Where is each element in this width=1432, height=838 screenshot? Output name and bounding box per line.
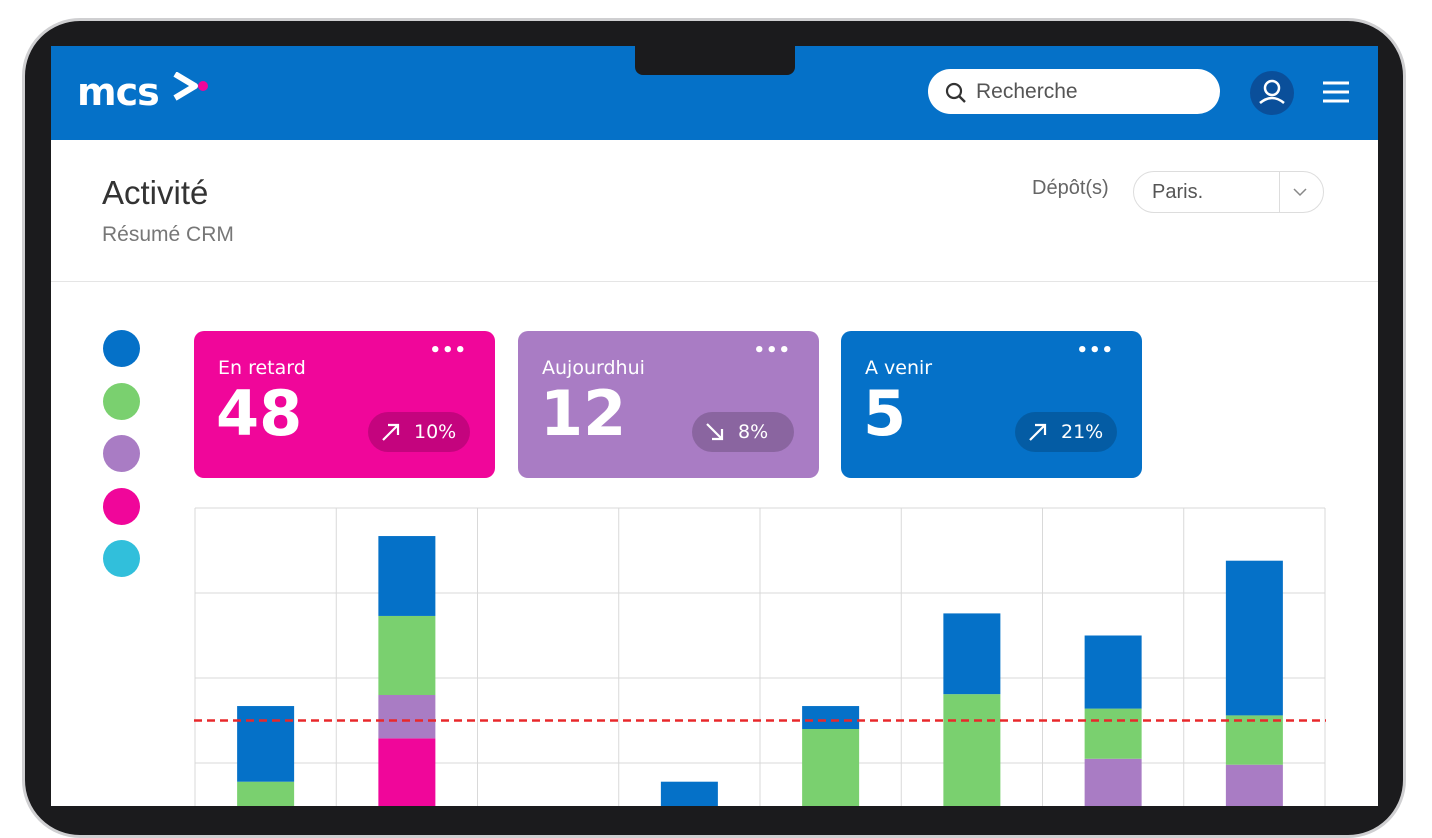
card-menu[interactable]: ••• [753, 340, 791, 361]
card-value: 48 [216, 377, 303, 450]
legend-swatch [103, 487, 140, 525]
bar-segment [378, 738, 436, 806]
page: mcs Recherche Activité Résumé CRM Dépôt(… [22, 18, 1406, 838]
trend-icon [706, 423, 724, 441]
trend-change: 8% [738, 421, 769, 443]
card-menu[interactable]: ••• [429, 340, 467, 361]
page-title: Activité [102, 174, 209, 211]
bar-segment [1225, 764, 1283, 806]
bar-segment [943, 613, 1001, 695]
camera-notch [635, 46, 795, 75]
bar-segment [1225, 560, 1283, 716]
bar-segment [378, 536, 436, 616]
stat-card: A venir 5 ••• 21% [841, 331, 1142, 478]
bar-segment [660, 781, 718, 806]
chevron [1293, 188, 1307, 197]
legend-swatch [103, 330, 140, 367]
search-box[interactable]: Recherche [928, 69, 1220, 114]
trend-pill: 21% [1015, 412, 1117, 452]
page-subtitle: Résumé CRM [102, 223, 234, 246]
trend-pill: 8% [692, 412, 794, 452]
stat-card: Aujourdhui 12 ••• 8% [518, 331, 819, 478]
logo-mark [173, 72, 208, 101]
screen: mcs Recherche Activité Résumé CRM Dépôt(… [51, 46, 1378, 806]
select-separator [1279, 172, 1280, 212]
bar-segment [237, 706, 295, 782]
bar-segment [1225, 715, 1283, 765]
trend-arrow [706, 423, 724, 441]
trend-pill: 10% [368, 412, 470, 452]
trend-change: 21% [1061, 421, 1104, 443]
chart [194, 507, 1326, 806]
divider [51, 281, 1378, 282]
menu-button[interactable] [1322, 80, 1350, 104]
filter-value: Paris. [1152, 181, 1204, 203]
bar-segment [237, 781, 295, 806]
search-placeholder: Recherche [976, 80, 1078, 103]
trend-icon [382, 423, 400, 441]
bar-segment [802, 729, 860, 806]
user-button[interactable] [1249, 70, 1295, 116]
logo[interactable]: mcs [77, 70, 160, 114]
bar-segment [378, 695, 436, 739]
card-menu[interactable]: ••• [1076, 340, 1114, 361]
stat-card: En retard 48 ••• 10% [194, 331, 495, 478]
bar-segment [1084, 708, 1142, 759]
legend-swatch [103, 540, 140, 577]
bar-segment [1084, 635, 1142, 709]
card-label: Aujourdhui [542, 357, 645, 379]
card-value: 12 [540, 377, 627, 450]
trend-arrow [1029, 423, 1047, 441]
card-label: En retard [218, 357, 306, 379]
card-label: A venir [865, 357, 933, 379]
trend-icon [1029, 423, 1047, 441]
trend-arrow [382, 423, 400, 441]
bar-segment [378, 615, 436, 695]
card-value: 5 [863, 377, 907, 450]
filter-label: Dépôt(s) [1032, 177, 1109, 199]
search-icon [945, 82, 966, 103]
bar-segment [943, 694, 1001, 806]
filter-select[interactable]: Paris. [1133, 171, 1324, 213]
legend-swatch [103, 382, 140, 420]
bar-segment [802, 706, 860, 729]
legend-swatch [103, 435, 140, 472]
bar-segment [1084, 758, 1142, 806]
trend-change: 10% [414, 421, 457, 443]
